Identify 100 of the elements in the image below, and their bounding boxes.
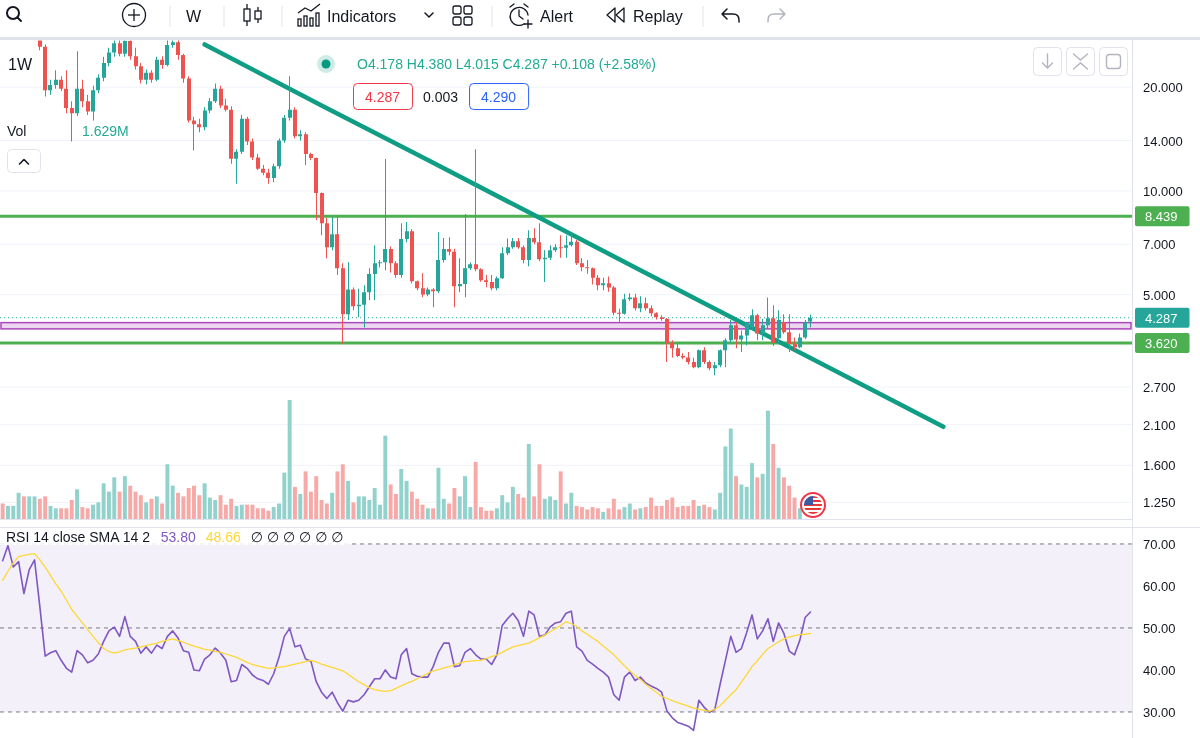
bar: [728, 428, 733, 519]
annotation: 48.66: [205, 529, 242, 545]
bar: [595, 508, 600, 519]
bar: [346, 480, 351, 519]
y-tick-label: 20.000: [1143, 79, 1183, 95]
y-tick-label: 14.000: [1143, 133, 1183, 149]
candlestick: [431, 288, 435, 308]
bar: [85, 508, 90, 519]
candlestick: [447, 237, 451, 256]
bar: [399, 469, 404, 519]
bar: [117, 491, 122, 519]
bar: [771, 444, 776, 519]
bar: [128, 485, 133, 519]
bar: [404, 480, 409, 519]
bar: [622, 507, 627, 519]
candlestick: [559, 235, 563, 258]
y-tick-label: 1.600: [1143, 457, 1176, 473]
annotation: ∅ ∅ ∅ ∅ ∅ ∅: [250, 529, 344, 545]
candlestick: [601, 277, 605, 291]
bar: [239, 504, 244, 519]
text: 1W: [8, 55, 33, 73]
bar: [734, 476, 739, 519]
candlestick: [474, 149, 478, 272]
bar: [75, 489, 80, 519]
candlestick: [617, 308, 621, 323]
bar: [627, 503, 632, 519]
y-tick-label: 1.250: [1143, 494, 1176, 510]
y-tick-label: 40.00: [1143, 662, 1176, 678]
candlestick: [543, 250, 547, 283]
bar: [510, 486, 515, 519]
candlestick: [564, 235, 568, 258]
line-series: [202, 42, 946, 430]
candlestick: [70, 101, 74, 142]
bar: [601, 511, 606, 519]
bar: [245, 504, 250, 519]
candlestick: [373, 245, 377, 301]
bar: [324, 503, 329, 519]
bar: [165, 464, 170, 519]
bar: [526, 444, 531, 519]
y-tick-label: 70.00: [1143, 536, 1176, 552]
annotation: 1.629M: [82, 123, 129, 139]
annotation: 0.003: [423, 89, 459, 105]
bar: [351, 502, 356, 519]
y-tick-label: 2.700: [1143, 379, 1176, 395]
bar: [21, 496, 26, 519]
bar: [144, 502, 149, 519]
candlestick: [288, 76, 292, 121]
bar: [691, 499, 696, 519]
annotation: 53.80: [160, 529, 196, 545]
text: O4.178 H4.380 L4.015 C4.287 +0.108 (+2.58%): [357, 56, 656, 72]
y-tick-label: 30.00: [1143, 704, 1176, 720]
y-tick-label: 2.100: [1143, 417, 1176, 433]
text: W: [186, 7, 202, 25]
y-tick-label: 5.000: [1143, 287, 1176, 303]
bar: [122, 476, 127, 519]
ref-line-label: 8.439: [1145, 208, 1178, 224]
ref-line-label: 4.287: [1145, 310, 1178, 326]
bar: [149, 498, 154, 519]
text: Replay: [633, 7, 683, 25]
bar: [27, 496, 32, 519]
bar: [696, 505, 701, 519]
bar: [287, 400, 292, 519]
bar: [32, 496, 37, 519]
bar: [0, 503, 5, 519]
y-tick-label: 50.00: [1143, 620, 1176, 636]
bar: [797, 508, 802, 519]
bar: [755, 477, 760, 519]
bar: [170, 485, 175, 519]
bar: [441, 498, 446, 519]
bar: [292, 486, 297, 519]
bar: [138, 495, 143, 519]
bar: [59, 508, 64, 519]
bar: [489, 510, 494, 519]
bar: [425, 508, 430, 519]
text: Alert: [540, 7, 574, 25]
bar: [739, 484, 744, 519]
bar: [16, 492, 21, 519]
candlestick: [628, 293, 632, 301]
bar: [765, 410, 770, 519]
candlestick: [660, 315, 664, 321]
candlestick: [224, 98, 228, 112]
candlestick: [585, 260, 589, 274]
bar: [633, 509, 638, 519]
candlestick: [644, 297, 648, 311]
chart-title: RSI 14 close SMA 14 2: [6, 529, 151, 545]
text: Indicators: [327, 7, 397, 25]
bar: [340, 464, 345, 519]
ref-line-label: 3.620: [1145, 335, 1178, 351]
candlestick: [383, 159, 387, 271]
y-tick-label: 7.000: [1143, 236, 1176, 252]
bar: [436, 467, 441, 519]
bar: [431, 508, 436, 519]
chart-title: Vol: [7, 123, 27, 139]
bar: [776, 467, 781, 519]
y-tick-label: 10.000: [1143, 183, 1183, 199]
candlestick: [378, 260, 382, 268]
bar: [330, 492, 335, 519]
y-tick-label: 60.00: [1143, 578, 1176, 594]
bar: [558, 471, 563, 519]
bar: [80, 507, 85, 519]
